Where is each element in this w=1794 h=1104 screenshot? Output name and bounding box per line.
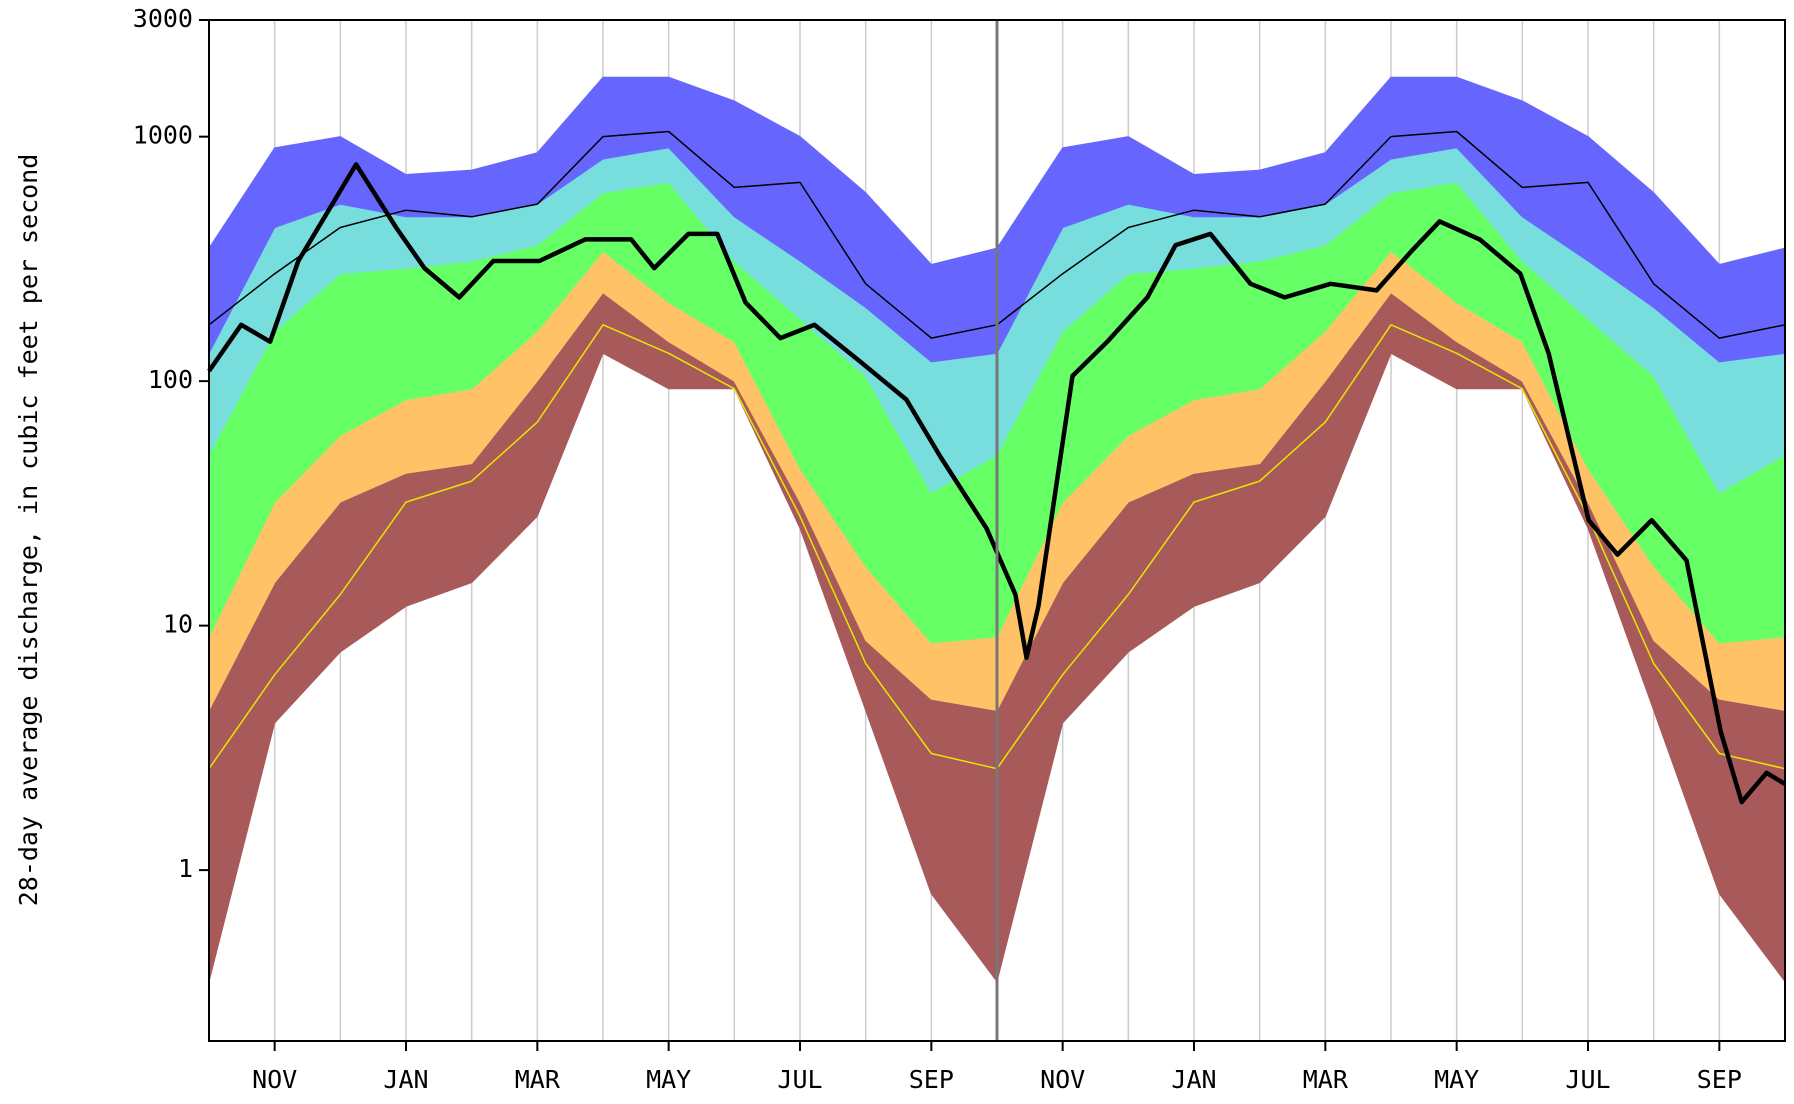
x-tick-label: MAY [1434,1065,1479,1094]
x-tick-label: NOV [1040,1065,1085,1094]
y-tick-label: 1 [178,854,193,883]
x-tick-label: JAN [383,1065,428,1094]
y-tick-label: 3000 [133,4,193,33]
y-tick-label: 100 [148,365,193,394]
y-tick-label: 10 [163,610,193,639]
x-tick-label: NOV [252,1065,297,1094]
y-tick-label: 1000 [133,121,193,150]
x-tick-label: MAY [646,1065,691,1094]
x-tick-label: SEP [1697,1065,1742,1094]
x-tick-label: JUL [777,1065,822,1094]
y-axis-label: 28-day average discharge, in cubic feet … [14,154,43,907]
x-tick-label: JAN [1171,1065,1216,1094]
discharge-line [207,162,1787,805]
plot-frame [208,19,1786,1042]
x-tick-label: MAR [1303,1065,1349,1094]
x-tick-label: MAR [515,1065,561,1094]
x-tick-label: SEP [909,1065,954,1094]
x-tick-label: JUL [1565,1065,1610,1094]
